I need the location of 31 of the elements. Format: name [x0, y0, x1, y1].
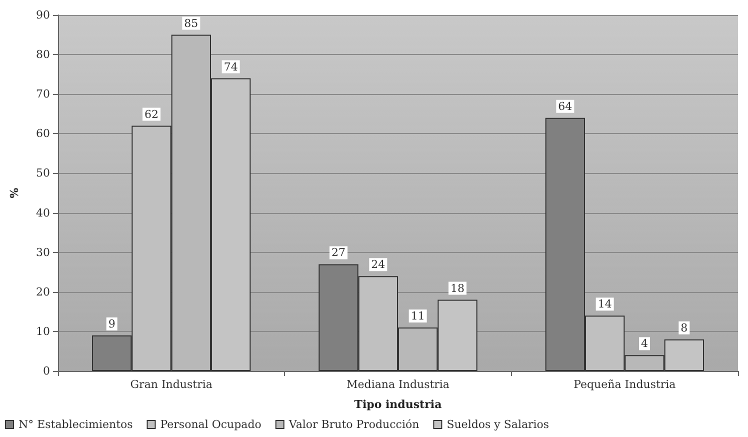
y-tick-label: 50 [36, 166, 50, 180]
data-label: 14 [598, 298, 612, 311]
data-label: 8 [680, 321, 688, 334]
x-tick-label: Mediana Industria [346, 378, 450, 391]
y-tick-label: 70 [36, 88, 50, 101]
data-label: 27 [332, 246, 346, 260]
data-label: 18 [450, 282, 464, 295]
data-label: 62 [144, 108, 158, 121]
y-tick-label: 90 [36, 8, 50, 22]
y-tick-label: 0 [43, 364, 50, 378]
legend-label: Valor Bruto Producción [288, 418, 420, 431]
data-label: 24 [371, 258, 386, 272]
legend-label: Sueldos y Salarios [446, 418, 550, 431]
data-label: 64 [558, 100, 572, 113]
data-label: 85 [184, 16, 198, 30]
x-tick-label: Gran Industria [130, 378, 213, 391]
y-tick-label: 20 [36, 285, 50, 298]
data-label: 9 [108, 317, 116, 330]
legend-label: N° Establecimientos [18, 418, 134, 431]
y-tick-label: 40 [36, 206, 50, 220]
data-label: 4 [641, 337, 648, 350]
x-tick-label: Pequeña Industria [574, 378, 676, 391]
x-axis-title: Tipo industria [354, 398, 442, 411]
y-tick-label: 80 [36, 48, 50, 62]
y-tick-label: 10 [36, 324, 50, 338]
y-tick-label: 60 [36, 127, 50, 140]
y-axis-title: % [8, 187, 21, 198]
y-tick-label: 30 [36, 246, 50, 259]
legend-label: Personal Ocupado [160, 418, 262, 431]
data-label: 74 [224, 60, 238, 74]
data-label: 11 [410, 309, 425, 322]
